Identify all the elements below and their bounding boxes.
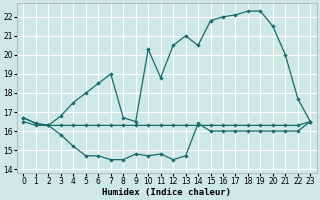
X-axis label: Humidex (Indice chaleur): Humidex (Indice chaleur) [102, 188, 231, 197]
